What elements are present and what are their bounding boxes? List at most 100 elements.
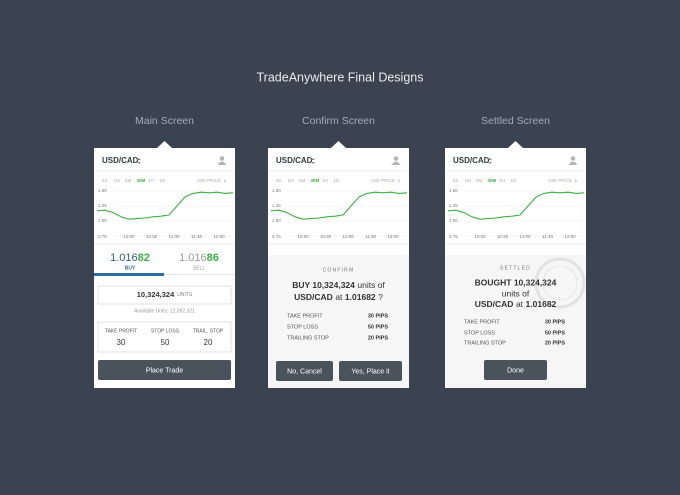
x-tick-label: 12:00 — [564, 234, 576, 239]
action: BOUGHT 10,324,324 — [475, 277, 557, 287]
chevron — [223, 179, 226, 183]
place-trade-button[interactable] — [98, 360, 231, 380]
sell-label[interactable]: SELL — [193, 265, 205, 271]
quote-pips: 86 — [207, 252, 219, 264]
quote-price: 1.016 — [110, 252, 138, 264]
pair-selector[interactable]: USD/CAD — [276, 156, 313, 165]
user-icon[interactable] — [570, 156, 576, 161]
confirm-line: USD/CAD at 1.01682? — [294, 292, 383, 302]
timeframe-tab[interactable]: 1D — [511, 178, 518, 183]
stamp — [534, 257, 586, 309]
x-tick-label: 10:00 — [474, 234, 486, 239]
y-tick-label: 1.00 — [98, 218, 107, 223]
detail-value: 20 PIPS — [368, 335, 389, 341]
x-tick-label: 12:00 — [213, 234, 225, 239]
card-notch — [331, 141, 346, 148]
settled-heading: SETTLED — [500, 265, 531, 271]
confirm-button[interactable] — [339, 361, 402, 381]
setting-value[interactable]: 20 — [204, 338, 213, 347]
timeframe-tab[interactable]: 30M — [137, 178, 146, 183]
timeframe-tab[interactable]: 5S — [102, 178, 108, 183]
pair: USD/CAD — [294, 292, 333, 302]
timeframe-tab[interactable]: 5S — [453, 178, 459, 183]
timeframe-tab[interactable]: 1M — [114, 178, 121, 183]
timeframe-tab[interactable]: 5S — [276, 178, 282, 183]
x-tick-label: 11:30 — [542, 234, 553, 239]
x-tick-label: 12:00 — [387, 234, 399, 239]
pair-arrows — [137, 158, 141, 164]
button-label[interactable]: Place Trade — [146, 367, 183, 374]
setting-value[interactable]: 50 — [161, 338, 170, 347]
cancel-button[interactable] — [276, 361, 333, 381]
user-icon — [568, 161, 578, 165]
units-label: UNITS — [177, 292, 193, 298]
button-label[interactable]: Done — [507, 367, 524, 374]
price-type[interactable]: ASK PRICE — [548, 178, 572, 183]
settled-line: USD/CAD at 1.01682 — [475, 299, 557, 309]
detail-label: TRAILING STOP — [464, 340, 506, 346]
setting-label: TRAIL. STOP — [193, 328, 224, 334]
pair-arrows — [488, 158, 492, 164]
timeframe-tab[interactable]: 1H — [322, 178, 328, 183]
user-icon[interactable] — [219, 156, 225, 161]
chevron — [397, 179, 400, 183]
user-icon[interactable] — [393, 156, 399, 161]
y-tick-label: 1.50 — [272, 188, 281, 193]
detail-value: 50 PIPS — [545, 330, 566, 336]
button-label[interactable]: No, Cancel — [287, 368, 322, 375]
timeframe-tab[interactable]: 30M — [488, 178, 497, 183]
buy-label[interactable]: BUY — [125, 265, 136, 271]
x-tick-label: 11:30 — [191, 234, 202, 239]
pair-selector[interactable]: USD/CAD — [102, 156, 139, 165]
timeframe-tab[interactable]: 5M — [299, 178, 306, 183]
price-type[interactable]: ASK PRICE — [371, 178, 395, 183]
price-line — [270, 191, 408, 220]
chevron — [574, 179, 577, 183]
units-text: 10,324,324 UNITS — [137, 290, 193, 299]
quote: 1.01686 — [179, 252, 219, 264]
at: at — [335, 292, 343, 302]
y-tick-label: 1.00 — [449, 218, 458, 223]
x-tick-label: 10:00 — [297, 234, 309, 239]
y-tick-label: 1.25 — [272, 203, 281, 208]
setting-label: TAKE PROFIT — [105, 328, 137, 334]
price-line — [447, 191, 585, 220]
button-label[interactable]: Yes, Place it — [351, 368, 389, 375]
detail-label: TAKE PROFIT — [287, 313, 323, 319]
timeframe-tab[interactable]: 1D — [334, 178, 341, 183]
timeframe-tab[interactable]: 5M — [476, 178, 483, 183]
user-icon — [217, 161, 227, 165]
timeframe-tab[interactable]: 1H — [499, 178, 505, 183]
price-type[interactable]: ASK PRICE — [197, 178, 221, 183]
available-units: Available Units: 12,092,321 — [134, 308, 195, 314]
confirm-line: BUY 10,324,324 units of — [292, 280, 385, 290]
price: 1.01682 — [345, 292, 376, 302]
x-tick-label: 11:00 — [169, 234, 180, 239]
quote-price: 1.016 — [179, 252, 207, 264]
timeframe-tab[interactable]: 1M — [288, 178, 295, 183]
x-tick-label: 11:00 — [343, 234, 354, 239]
timeframe-tab[interactable]: 1M — [465, 178, 472, 183]
screen-label: Confirm Screen — [302, 115, 375, 127]
stamp — [542, 265, 578, 301]
y-tick-label: 1.25 — [98, 203, 107, 208]
card-notch — [157, 141, 172, 148]
setting-label: STOP LOSS — [151, 328, 180, 334]
units-input[interactable] — [97, 285, 232, 305]
x-tick-label: 10:30 — [497, 234, 509, 239]
timeframe-tab[interactable]: 5M — [125, 178, 132, 183]
done-button[interactable] — [484, 360, 547, 380]
user-icon — [391, 161, 401, 165]
timeframe-tab[interactable]: 1D — [160, 178, 167, 183]
y-tick-label: 1.25 — [449, 203, 458, 208]
pair-selector[interactable]: USD/CAD — [453, 156, 490, 165]
detail-value: 50 PIPS — [368, 324, 389, 330]
setting-value[interactable]: 30 — [117, 338, 126, 347]
tab-bar — [164, 274, 235, 275]
timeframe-tab[interactable]: 30M — [311, 178, 320, 183]
at: at — [516, 299, 524, 309]
timeframe-tab[interactable]: 1H — [148, 178, 154, 183]
question: ? — [378, 292, 383, 302]
x-tick-label: 11:30 — [365, 234, 376, 239]
action: BUY 10,324,324 — [292, 280, 355, 290]
